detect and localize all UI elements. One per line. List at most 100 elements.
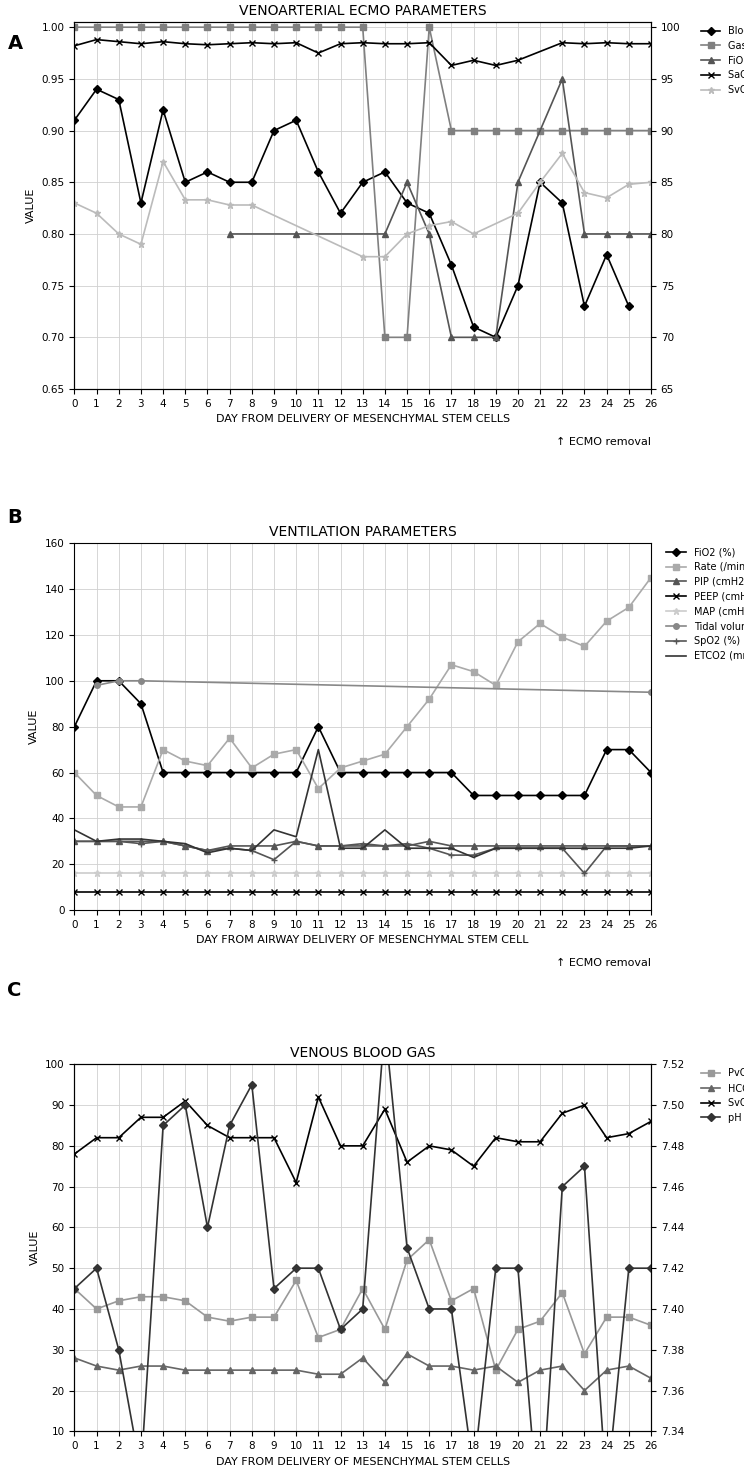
Legend: FiO2 (%), Rate (/min), PIP (cmH2O), PEEP (cmH2O), MAP (cmH2O), Tidal volume (mL): FiO2 (%), Rate (/min), PIP (cmH2O), PEEP…: [663, 543, 744, 665]
ETCO2 (mmHg): [647, 837, 655, 854]
Line: MAP (cmH2O): MAP (cmH2O): [71, 871, 655, 876]
pH (right axis): [70, 1280, 79, 1298]
pH (right axis): [247, 1076, 256, 1094]
X-axis label: DAY FROM DELIVERY OF MESENCHYMAL STEM CELLS: DAY FROM DELIVERY OF MESENCHYMAL STEM CE…: [216, 414, 510, 424]
HCO3- (mmol/L): [203, 1361, 212, 1378]
ETCO2 (mmHg): [359, 840, 368, 857]
pH (right axis): [336, 1321, 345, 1339]
HCO3- (mmol/L): [602, 1361, 611, 1378]
Gas flow (L): [136, 19, 145, 37]
Blood flow (L): [70, 112, 79, 129]
Blood flow (L): [225, 173, 234, 191]
pH (right axis): [292, 1260, 301, 1277]
MAP (cmH2O): [513, 865, 522, 882]
Blood flow (L): [536, 173, 545, 191]
FiO2 (%) (right axis): [558, 70, 567, 88]
SaO2 (%) (right axis): [403, 35, 411, 53]
SvO2 (%): [425, 1138, 434, 1155]
Legend: Blood flow (L), Gas flow (L), FiO2 (%) (right axis), SaO2 (%) (right axis), SvO2: Blood flow (L), Gas flow (L), FiO2 (%) (…: [697, 22, 744, 100]
Blood flow (L): [115, 91, 124, 109]
MAP (cmH2O): [359, 865, 368, 882]
FiO2 (%): [624, 741, 633, 759]
SvO2 (%) (right axis): [558, 144, 567, 161]
PvCO2 (mmHg): [314, 1329, 323, 1346]
PIP (cmH2O): [624, 837, 633, 854]
Text: ↑ ECMO removal: ↑ ECMO removal: [556, 957, 651, 967]
Blood flow (L): [558, 194, 567, 211]
Gas flow (L): [292, 19, 301, 37]
pH (right axis): [380, 1014, 389, 1032]
SvO2 (%): [447, 1141, 456, 1158]
HCO3- (mmol/L): [380, 1374, 389, 1392]
SpO2 (%): [580, 865, 589, 882]
Line: pH (right axis): pH (right axis): [71, 1020, 654, 1468]
Rate (/min): [181, 752, 190, 769]
FiO2 (%): [136, 694, 145, 712]
SaO2 (%) (right axis): [314, 44, 323, 62]
pH (right axis): [203, 1218, 212, 1236]
SaO2 (%) (right axis): [203, 35, 212, 53]
PIP (cmH2O): [269, 837, 278, 854]
SpO2 (%): [425, 840, 434, 857]
HCO3- (mmol/L): [292, 1361, 301, 1378]
SaO2 (%) (right axis): [513, 51, 522, 69]
Tidal volume (mL): [92, 677, 101, 694]
SvO2 (%): [491, 1129, 500, 1147]
PIP (cmH2O): [602, 837, 611, 854]
Rate (/min): [359, 752, 368, 769]
ETCO2 (mmHg): [269, 821, 278, 838]
Gas flow (L): [225, 19, 234, 37]
MAP (cmH2O): [136, 865, 145, 882]
pH (right axis): [513, 1260, 522, 1277]
FiO2 (%): [359, 763, 368, 781]
Rate (/min): [292, 741, 301, 759]
Text: C: C: [7, 981, 22, 1000]
MAP (cmH2O): [403, 865, 411, 882]
FiO2 (%) (right axis): [447, 329, 456, 346]
PIP (cmH2O): [536, 837, 545, 854]
Gas flow (L): [469, 122, 478, 139]
FiO2 (%): [403, 763, 411, 781]
SpO2 (%): [624, 837, 633, 854]
PIP (cmH2O): [225, 837, 234, 854]
PIP (cmH2O): [292, 832, 301, 850]
SvO2 (%) (right axis): [513, 204, 522, 222]
SaO2 (%) (right axis): [158, 32, 167, 50]
Gas flow (L): [403, 329, 411, 346]
ETCO2 (mmHg): [624, 840, 633, 857]
ETCO2 (mmHg): [70, 821, 79, 838]
FiO2 (%): [380, 763, 389, 781]
ETCO2 (mmHg): [115, 831, 124, 849]
MAP (cmH2O): [558, 865, 567, 882]
Blood flow (L): [580, 298, 589, 316]
Y-axis label: VALUE: VALUE: [30, 1230, 39, 1265]
Blood flow (L): [425, 204, 434, 222]
Tidal volume (mL): [136, 672, 145, 690]
pH (right axis): [624, 1260, 633, 1277]
SaO2 (%) (right axis): [269, 35, 278, 53]
SpO2 (%): [115, 832, 124, 850]
Gas flow (L): [92, 19, 101, 37]
PvCO2 (mmHg): [469, 1280, 478, 1298]
ETCO2 (mmHg): [203, 844, 212, 862]
pH (right axis): [425, 1301, 434, 1318]
PvCO2 (mmHg): [70, 1280, 79, 1298]
SpO2 (%): [203, 841, 212, 859]
PvCO2 (mmHg): [92, 1301, 101, 1318]
Blood flow (L): [92, 81, 101, 98]
PEEP (cmH2O): [536, 882, 545, 900]
MAP (cmH2O): [647, 865, 655, 882]
SvO2 (%) (right axis): [624, 176, 633, 194]
HCO3- (mmol/L): [269, 1361, 278, 1378]
PvCO2 (mmHg): [247, 1308, 256, 1326]
PvCO2 (mmHg): [647, 1317, 655, 1334]
MAP (cmH2O): [580, 865, 589, 882]
Rate (/min): [558, 628, 567, 646]
HCO3- (mmol/L): [558, 1358, 567, 1376]
FiO2 (%): [203, 763, 212, 781]
Line: FiO2 (%) (right axis): FiO2 (%) (right axis): [227, 76, 654, 341]
ETCO2 (mmHg): [602, 840, 611, 857]
FiO2 (%): [115, 672, 124, 690]
PEEP (cmH2O): [225, 882, 234, 900]
ETCO2 (mmHg): [425, 840, 434, 857]
